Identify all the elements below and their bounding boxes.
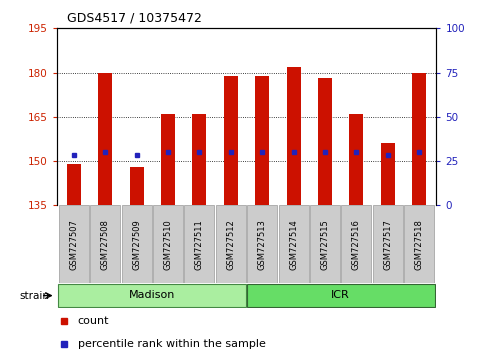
Bar (404, 205, 434, 283)
Bar (341, 205, 371, 283)
Bar (224, 75, 238, 205)
Bar (59, 205, 89, 283)
Bar (247, 205, 277, 283)
Bar (98, 73, 112, 205)
Bar (349, 114, 363, 205)
Text: percentile rank within the sample: percentile rank within the sample (77, 339, 265, 349)
Bar (122, 205, 152, 283)
Text: Madison: Madison (129, 290, 176, 300)
Text: GSM727507: GSM727507 (70, 219, 78, 270)
Text: GSM727516: GSM727516 (352, 219, 361, 270)
Text: GSM727508: GSM727508 (101, 219, 110, 270)
Text: GSM727510: GSM727510 (164, 219, 173, 270)
Text: strain: strain (20, 291, 50, 301)
Bar (246, 285, 435, 307)
Bar (216, 205, 246, 283)
Bar (153, 205, 183, 283)
Text: GDS4517 / 10375472: GDS4517 / 10375472 (67, 12, 202, 25)
Text: count: count (77, 316, 109, 326)
Text: ICR: ICR (331, 290, 350, 300)
Bar (67, 164, 81, 205)
Text: GSM727509: GSM727509 (132, 219, 141, 270)
Bar (310, 205, 340, 283)
Bar (130, 167, 144, 205)
Text: GSM727513: GSM727513 (258, 219, 267, 270)
Bar (373, 205, 403, 283)
Bar (286, 67, 301, 205)
Bar (381, 143, 395, 205)
Bar (318, 79, 332, 205)
Text: GSM727518: GSM727518 (415, 219, 423, 270)
Bar (192, 114, 207, 205)
Bar (161, 114, 175, 205)
Text: GSM727514: GSM727514 (289, 219, 298, 270)
Text: GSM727512: GSM727512 (226, 219, 235, 270)
Text: GSM727517: GSM727517 (383, 219, 392, 270)
Bar (255, 75, 269, 205)
Bar (90, 205, 120, 283)
Bar (412, 73, 426, 205)
Bar (279, 205, 309, 283)
Bar (58, 285, 246, 307)
Text: GSM727515: GSM727515 (320, 219, 329, 270)
Text: GSM727511: GSM727511 (195, 219, 204, 270)
Bar (184, 205, 214, 283)
